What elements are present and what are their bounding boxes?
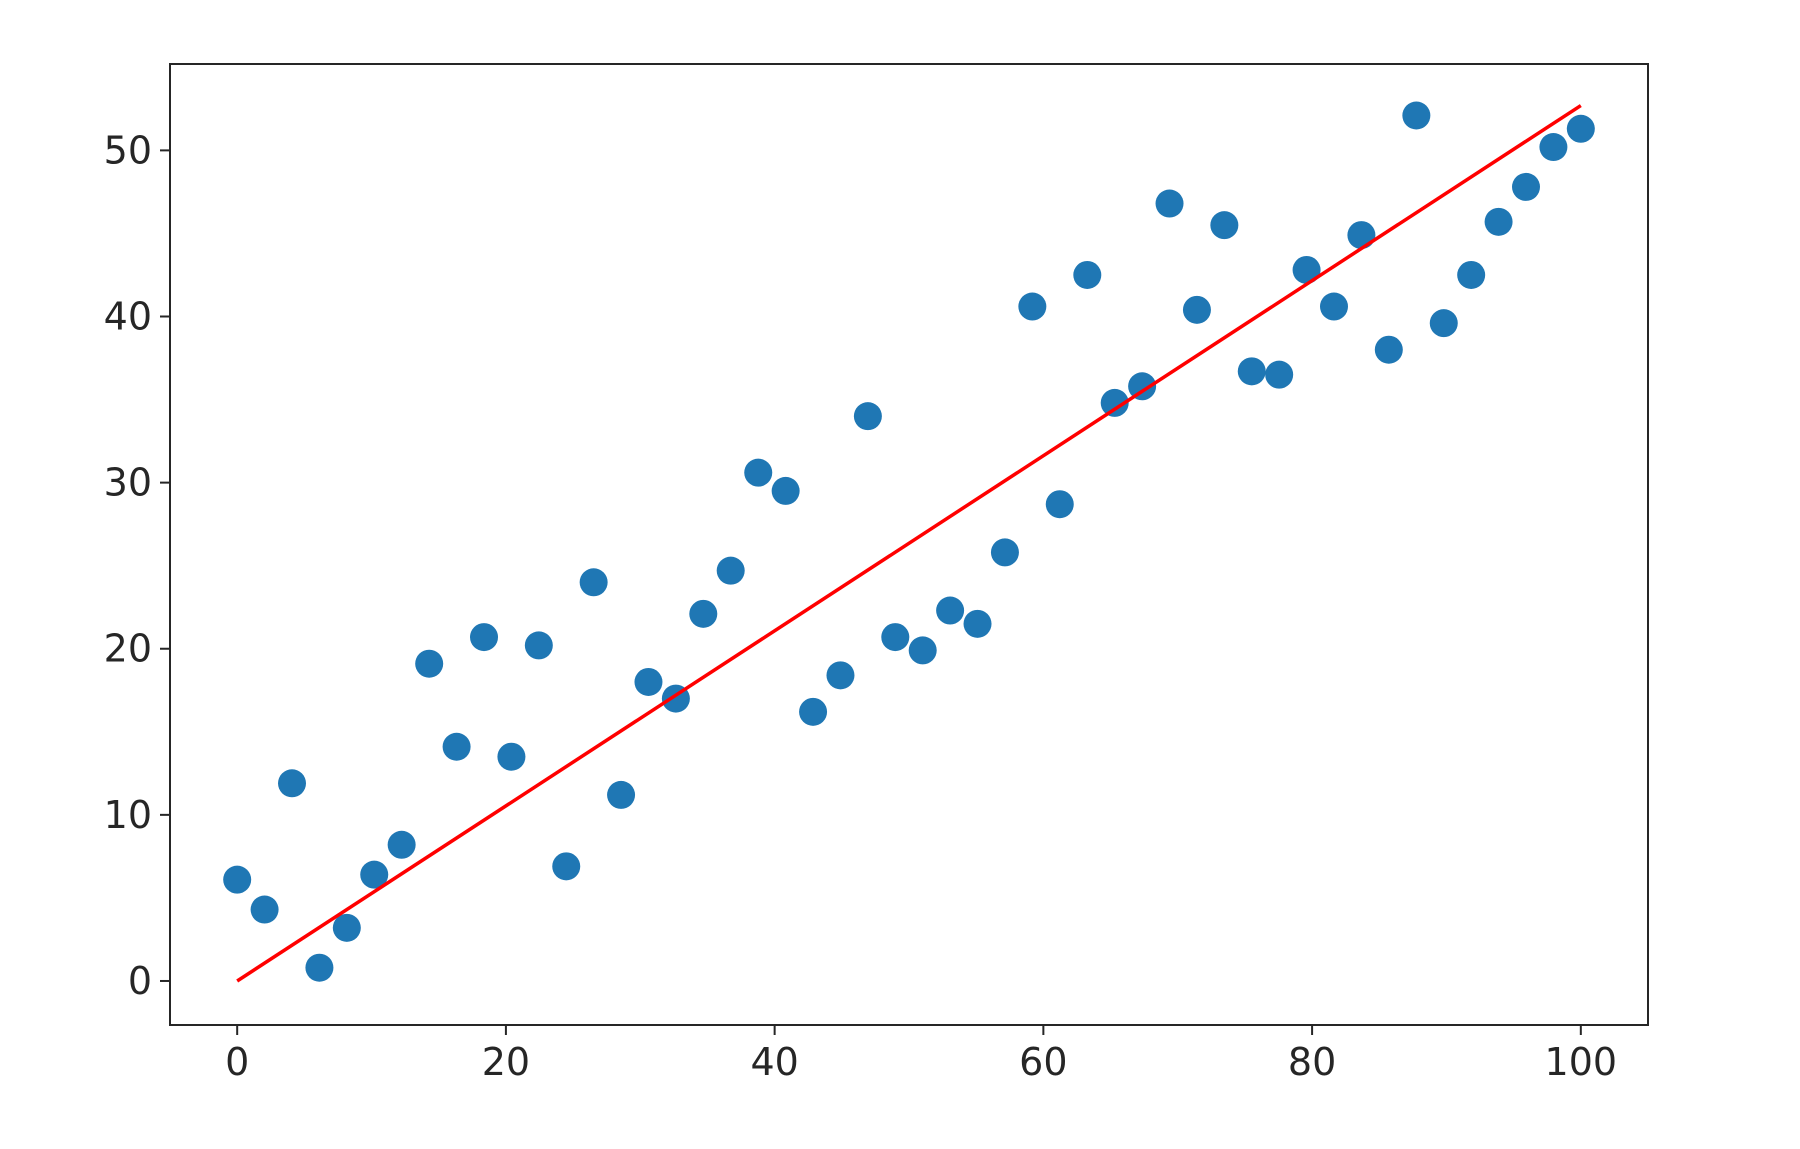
- scatter-point: [1128, 372, 1157, 401]
- scatter-point: [470, 623, 499, 652]
- scatter-point: [278, 769, 307, 798]
- scatter-point: [799, 697, 828, 726]
- scatter-point: [1402, 101, 1431, 130]
- scatter-point: [579, 568, 608, 597]
- y-tick-label: 40: [104, 295, 152, 339]
- x-tick-label: 80: [1288, 1040, 1336, 1084]
- scatter-point: [1018, 292, 1047, 321]
- scatter-point: [826, 661, 855, 690]
- scatter-point: [1319, 292, 1348, 321]
- scatter-point: [881, 623, 910, 652]
- scatter-point: [1457, 260, 1486, 289]
- y-tick-label: 20: [104, 627, 152, 671]
- scatter-point: [1045, 490, 1074, 519]
- scatter-point: [250, 895, 279, 924]
- x-tick-label: 40: [750, 1040, 798, 1084]
- plot-frame: [169, 63, 1649, 1026]
- scatter-point: [223, 865, 252, 894]
- x-tick-label: 20: [482, 1040, 530, 1084]
- scatter-point: [524, 631, 553, 660]
- scatter-point: [634, 667, 663, 696]
- scatter-point: [716, 556, 745, 585]
- scatter-point: [771, 476, 800, 505]
- y-tick-label: 50: [104, 128, 152, 172]
- scatter-point: [1347, 221, 1376, 250]
- x-tick-label: 60: [1019, 1040, 1067, 1084]
- scatter-point: [552, 852, 581, 881]
- scatter-point: [1265, 360, 1294, 389]
- scatter-point: [1237, 357, 1266, 386]
- scatter-point: [305, 953, 334, 982]
- scatter-point: [1073, 260, 1102, 289]
- scatter-point: [963, 609, 992, 638]
- scatter-point: [1155, 189, 1184, 218]
- scatter-point: [1182, 295, 1211, 324]
- y-tick-label: 30: [104, 461, 152, 505]
- scatter-point: [415, 649, 444, 678]
- fit-line: [236, 104, 1582, 983]
- scatter-point: [442, 732, 471, 761]
- scatter-point: [607, 780, 636, 809]
- scatter-point: [1292, 255, 1321, 284]
- scatter-point: [1429, 309, 1458, 338]
- x-tick-label: 100: [1545, 1040, 1618, 1084]
- scatter-point: [853, 402, 882, 431]
- y-tick-label: 0: [128, 959, 152, 1003]
- scatter-point: [1566, 114, 1595, 143]
- scatter-point: [744, 458, 773, 487]
- scatter-point: [497, 742, 526, 771]
- scatter-point: [387, 830, 416, 859]
- scatter-point: [908, 636, 937, 665]
- scatter-point: [1539, 133, 1568, 162]
- scatter-point: [936, 596, 965, 625]
- scatter-point: [332, 913, 361, 942]
- x-tick-label: 0: [225, 1040, 249, 1084]
- scatter-point: [689, 599, 718, 628]
- scatter-point: [1374, 335, 1403, 364]
- scatter-point: [990, 538, 1019, 567]
- scatter-point: [1100, 388, 1129, 417]
- scatter-point: [1484, 207, 1513, 236]
- scatter-point: [1511, 172, 1540, 201]
- y-tick-label: 10: [104, 793, 152, 837]
- scatter-point: [1210, 211, 1239, 240]
- scatter-point: [360, 860, 389, 889]
